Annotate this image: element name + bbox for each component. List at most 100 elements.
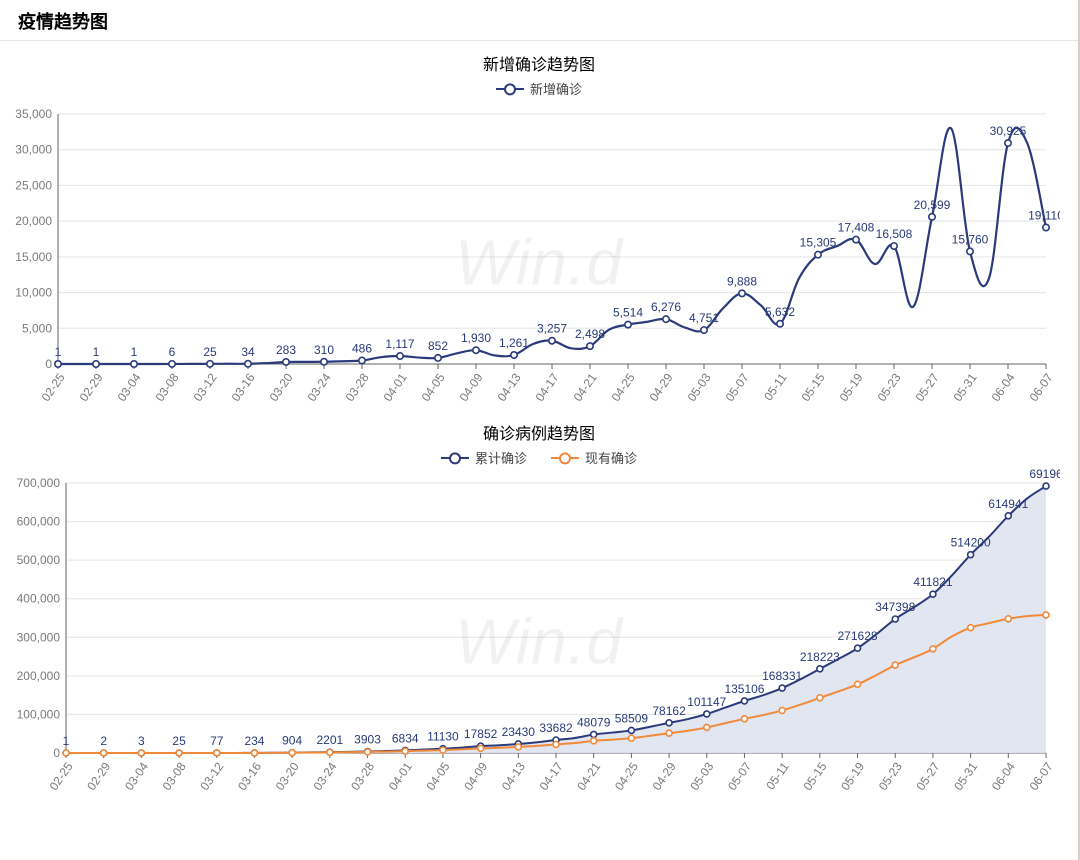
chart2-legend: 累计确诊现有确诊 <box>0 444 1078 469</box>
svg-text:05-03: 05-03 <box>687 759 716 792</box>
svg-text:23430: 23430 <box>502 725 536 739</box>
svg-text:04-01: 04-01 <box>386 759 415 792</box>
page: 疫情趋势图 新增确诊趋势图 新增确诊 Win.d 05,00010,00015,… <box>0 0 1080 860</box>
svg-text:1: 1 <box>93 345 100 359</box>
svg-text:05-11: 05-11 <box>761 370 790 403</box>
svg-text:5,632: 5,632 <box>765 305 795 319</box>
svg-text:06-07: 06-07 <box>1027 759 1056 792</box>
svg-text:35,000: 35,000 <box>15 107 52 121</box>
svg-text:03-12: 03-12 <box>197 759 226 792</box>
svg-text:03-04: 03-04 <box>115 370 144 403</box>
svg-text:0: 0 <box>45 357 52 371</box>
svg-text:06-04: 06-04 <box>989 759 1018 792</box>
svg-text:234: 234 <box>244 734 264 748</box>
svg-text:05-27: 05-27 <box>914 759 943 792</box>
svg-text:03-04: 03-04 <box>122 759 151 792</box>
svg-text:03-16: 03-16 <box>229 370 258 403</box>
svg-text:04-17: 04-17 <box>537 759 566 792</box>
svg-text:600,000: 600,000 <box>17 515 61 529</box>
svg-text:6: 6 <box>169 345 176 359</box>
chart-confirmed-cases: 确诊病例趋势图 累计确诊现有确诊 Win.d 0100,000200,00030… <box>0 410 1078 799</box>
svg-text:03-28: 03-28 <box>343 370 372 403</box>
svg-text:283: 283 <box>276 343 296 357</box>
svg-text:200,000: 200,000 <box>17 669 61 683</box>
svg-text:04-09: 04-09 <box>461 759 490 792</box>
svg-text:05-03: 05-03 <box>685 370 714 403</box>
svg-text:03-24: 03-24 <box>310 759 339 792</box>
svg-text:77: 77 <box>210 734 224 748</box>
svg-text:05-31: 05-31 <box>951 759 980 792</box>
svg-text:04-21: 04-21 <box>574 759 603 792</box>
legend-swatch <box>551 457 579 459</box>
svg-text:30,925: 30,925 <box>990 124 1027 138</box>
svg-text:1: 1 <box>131 345 138 359</box>
svg-text:6834: 6834 <box>392 731 419 745</box>
svg-text:15,000: 15,000 <box>15 250 52 264</box>
svg-text:2201: 2201 <box>316 733 343 747</box>
svg-text:04-05: 04-05 <box>424 759 453 792</box>
svg-text:218223: 218223 <box>800 650 840 664</box>
svg-text:06-04: 06-04 <box>989 370 1018 403</box>
svg-text:15,305: 15,305 <box>800 236 837 250</box>
svg-text:852: 852 <box>428 339 448 353</box>
svg-text:48079: 48079 <box>577 715 611 729</box>
svg-text:347398: 347398 <box>875 600 915 614</box>
svg-text:4,751: 4,751 <box>689 311 719 325</box>
svg-text:06-07: 06-07 <box>1027 370 1056 403</box>
svg-text:33682: 33682 <box>539 721 573 735</box>
svg-text:10,000: 10,000 <box>15 286 52 300</box>
svg-text:04-09: 04-09 <box>457 370 486 403</box>
svg-text:486: 486 <box>352 342 372 356</box>
svg-text:614941: 614941 <box>988 497 1028 511</box>
svg-text:300,000: 300,000 <box>17 630 61 644</box>
svg-text:04-17: 04-17 <box>533 370 562 403</box>
svg-text:3: 3 <box>138 734 145 748</box>
svg-text:05-15: 05-15 <box>800 759 829 792</box>
svg-text:05-19: 05-19 <box>837 370 866 403</box>
svg-text:2: 2 <box>100 734 107 748</box>
svg-text:2,498: 2,498 <box>575 327 605 341</box>
svg-text:05-19: 05-19 <box>838 759 867 792</box>
svg-text:04-29: 04-29 <box>647 370 676 403</box>
svg-text:69196: 69196 <box>1029 469 1060 481</box>
svg-text:05-11: 05-11 <box>763 759 792 792</box>
svg-text:15,760: 15,760 <box>952 232 989 246</box>
svg-text:25,000: 25,000 <box>15 178 52 192</box>
svg-text:271628: 271628 <box>838 629 878 643</box>
svg-text:02-25: 02-25 <box>39 370 68 403</box>
svg-text:03-20: 03-20 <box>267 370 296 403</box>
svg-text:168331: 168331 <box>762 669 802 683</box>
legend-item: 新增确诊 <box>496 79 582 98</box>
svg-text:05-23: 05-23 <box>876 759 905 792</box>
svg-text:700,000: 700,000 <box>17 476 61 490</box>
legend-label: 新增确诊 <box>530 79 582 98</box>
svg-text:514200: 514200 <box>951 536 991 550</box>
svg-text:78162: 78162 <box>652 704 686 718</box>
svg-text:04-01: 04-01 <box>381 370 410 403</box>
svg-text:500,000: 500,000 <box>17 553 61 567</box>
svg-text:1,117: 1,117 <box>385 337 414 351</box>
svg-text:04-25: 04-25 <box>609 370 638 403</box>
svg-text:05-27: 05-27 <box>913 370 942 403</box>
svg-text:03-28: 03-28 <box>348 759 377 792</box>
chart1-title: 新增确诊趋势图 <box>0 41 1078 75</box>
svg-text:05-31: 05-31 <box>951 370 980 403</box>
svg-text:05-23: 05-23 <box>875 370 904 403</box>
svg-text:03-24: 03-24 <box>305 370 334 403</box>
legend-item: 现有确诊 <box>551 448 637 467</box>
svg-text:3903: 3903 <box>354 732 381 746</box>
svg-text:58509: 58509 <box>615 711 649 725</box>
svg-text:03-12: 03-12 <box>191 370 220 403</box>
chart1-svg: 05,00010,00015,00020,00025,00030,00035,0… <box>0 100 1060 410</box>
svg-text:411821: 411821 <box>913 575 952 589</box>
svg-text:25: 25 <box>172 734 186 748</box>
svg-text:1: 1 <box>63 734 70 748</box>
svg-text:904: 904 <box>282 734 302 748</box>
svg-text:20,599: 20,599 <box>914 198 951 212</box>
svg-text:03-16: 03-16 <box>235 759 264 792</box>
svg-text:6,276: 6,276 <box>651 300 681 314</box>
svg-text:1: 1 <box>55 345 62 359</box>
svg-text:03-08: 03-08 <box>160 759 189 792</box>
svg-text:05-07: 05-07 <box>723 370 752 403</box>
legend-swatch <box>441 457 469 459</box>
